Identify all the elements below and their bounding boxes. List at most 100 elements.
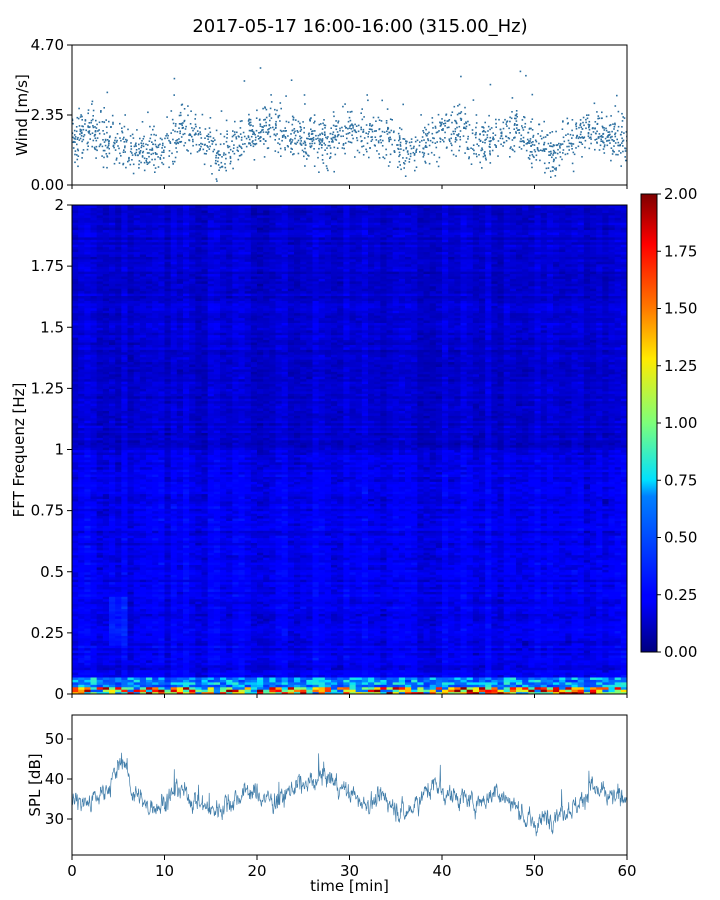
wind-point <box>157 146 160 148</box>
wind-point <box>192 138 194 141</box>
spectrogram-cell <box>250 657 258 661</box>
spectrogram-cell <box>84 649 92 654</box>
spectrogram-cell <box>133 669 141 673</box>
wind-point <box>588 124 591 126</box>
spectrogram-cell <box>78 679 85 683</box>
spectrogram-cell <box>158 672 166 676</box>
wind-point <box>138 152 141 155</box>
wind-point <box>598 149 601 151</box>
wind-point <box>336 147 339 149</box>
wind-point <box>521 127 524 129</box>
wind-point <box>398 139 400 142</box>
wind-point <box>160 154 163 157</box>
wind-point <box>537 133 539 135</box>
spectrogram-cell <box>392 679 400 683</box>
spectrogram-cell <box>176 691 184 694</box>
wind-point <box>609 142 611 144</box>
spectrogram-cell <box>417 637 425 641</box>
spectrogram-cell <box>411 676 418 680</box>
wind-point <box>518 146 521 148</box>
wind-point <box>189 123 192 125</box>
wind-point <box>579 119 582 121</box>
wind-point <box>318 139 320 142</box>
spectrogram-cell <box>540 681 548 685</box>
spectrogram-cell <box>189 642 196 646</box>
spectrogram-cell <box>614 657 622 661</box>
wind-point <box>535 140 538 143</box>
spectrogram-cell <box>472 657 480 661</box>
spectrogram-cell <box>90 640 98 644</box>
spectrogram-cell <box>220 689 227 693</box>
wind-point <box>357 130 360 133</box>
wind-point <box>532 141 534 143</box>
wind-point <box>428 162 431 165</box>
wind-point <box>138 148 140 150</box>
wind-point <box>146 163 149 165</box>
spectrogram-cell <box>448 689 455 693</box>
wind-point <box>79 130 82 132</box>
spectrogram-cell <box>300 676 307 680</box>
wind-point <box>207 146 209 148</box>
spectrogram-cell <box>331 652 338 656</box>
spectrogram-cell <box>405 681 412 685</box>
spectrogram-cell <box>454 647 462 651</box>
wind-point <box>234 120 236 123</box>
wind-point <box>211 143 214 145</box>
spectrogram-cell <box>553 654 560 658</box>
wind-point <box>77 165 79 168</box>
wind-point <box>334 136 337 138</box>
spectrogram-cell <box>540 691 548 694</box>
spectrogram-cell <box>565 686 573 690</box>
spectrogram-cell <box>158 674 166 678</box>
wind-point <box>299 130 302 132</box>
wind-point <box>398 155 400 158</box>
wind-point <box>380 141 382 144</box>
spectrogram-cell <box>226 674 233 678</box>
wind-point <box>614 123 616 126</box>
spectrogram-cell <box>392 684 400 688</box>
wind-point <box>556 144 558 147</box>
wind-point <box>113 162 116 165</box>
spectrogram-cell <box>170 640 178 644</box>
spectrogram-cell <box>121 681 129 685</box>
spectrogram-cell <box>491 657 499 661</box>
wind-point <box>183 144 185 147</box>
wind-point <box>614 105 617 107</box>
wind-point <box>439 121 441 124</box>
wind-point <box>206 145 208 147</box>
spectrogram-cell <box>176 676 184 680</box>
spectrogram-cell <box>368 647 375 651</box>
spectrogram-cell <box>460 662 468 666</box>
wind-point <box>541 130 543 132</box>
wind-point <box>178 114 181 117</box>
wind-point <box>199 149 201 151</box>
spectrogram-cell <box>195 652 203 656</box>
spectrogram-cell <box>497 657 505 661</box>
wind-point <box>218 154 221 156</box>
spectrogram-cell <box>84 664 92 668</box>
spectrogram-cell <box>164 659 172 663</box>
spectrogram-cell <box>195 686 203 690</box>
wind-point <box>284 147 286 149</box>
wind-point <box>339 129 341 132</box>
spectrogram-cell <box>620 681 627 685</box>
spectrogram-cell <box>479 659 486 663</box>
spectrogram-cell <box>349 689 357 693</box>
wind-point <box>506 120 509 122</box>
wind-point <box>349 125 351 127</box>
wind-point <box>344 152 346 155</box>
wind-point <box>139 137 141 140</box>
spectrogram-cell <box>620 684 627 688</box>
spectrogram-cell <box>84 662 92 666</box>
spectrogram-cell <box>614 669 622 673</box>
wind-point <box>224 163 226 165</box>
wind-point <box>279 102 282 104</box>
spectrogram-cell <box>608 645 616 649</box>
wind-point <box>259 131 262 134</box>
spectrogram-cell <box>565 654 573 658</box>
wind-point <box>608 139 611 142</box>
wind-point <box>535 159 538 161</box>
spectrogram-cell <box>448 645 455 649</box>
wind-point <box>327 136 329 138</box>
wind-point <box>621 120 624 122</box>
